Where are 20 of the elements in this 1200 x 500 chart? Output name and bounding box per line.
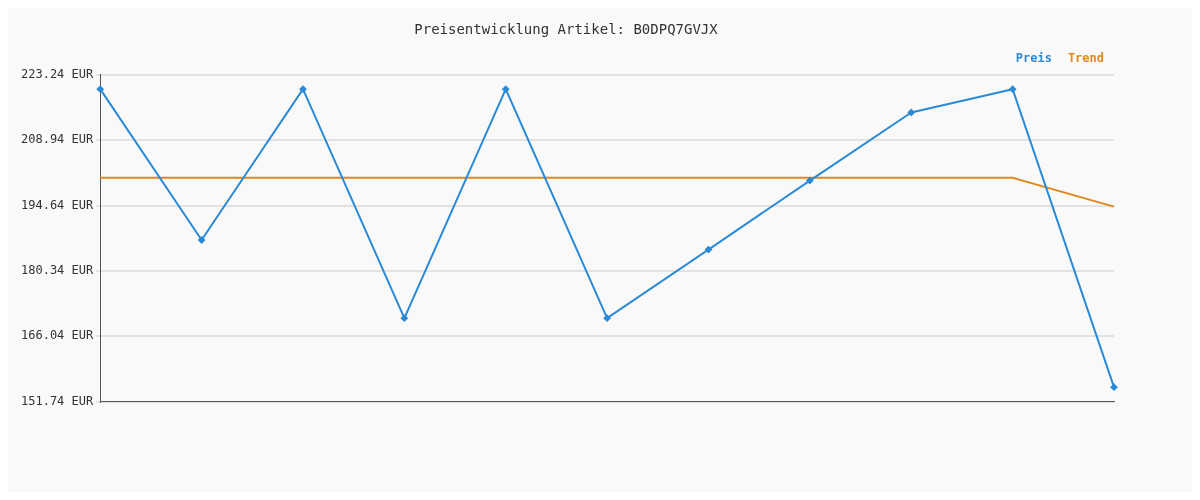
point — [96, 85, 104, 93]
point — [400, 314, 408, 322]
series-label: Preis — [1015, 50, 1052, 65]
y-tick-label: 166.04 EUR — [21, 328, 95, 343]
point — [603, 314, 611, 322]
text: Trend — [1067, 50, 1104, 65]
point — [299, 85, 307, 93]
point — [1110, 383, 1118, 391]
y-tick-label: 208.94 EUR — [21, 132, 95, 147]
y-tick-label: 180.34 EUR — [21, 263, 95, 278]
point — [198, 236, 206, 244]
y-tick-label: 223.24 EUR — [21, 66, 95, 81]
point — [502, 85, 510, 93]
chart-title: Preisentwicklung Artikel: B0DPQ7GVJX — [414, 21, 719, 38]
y-tick-label: 194.64 EUR — [21, 197, 95, 212]
point — [705, 246, 712, 254]
point — [907, 108, 915, 116]
point — [1009, 85, 1017, 93]
y-tick-label: 151.74 EUR — [21, 393, 95, 408]
point — [806, 177, 814, 185]
